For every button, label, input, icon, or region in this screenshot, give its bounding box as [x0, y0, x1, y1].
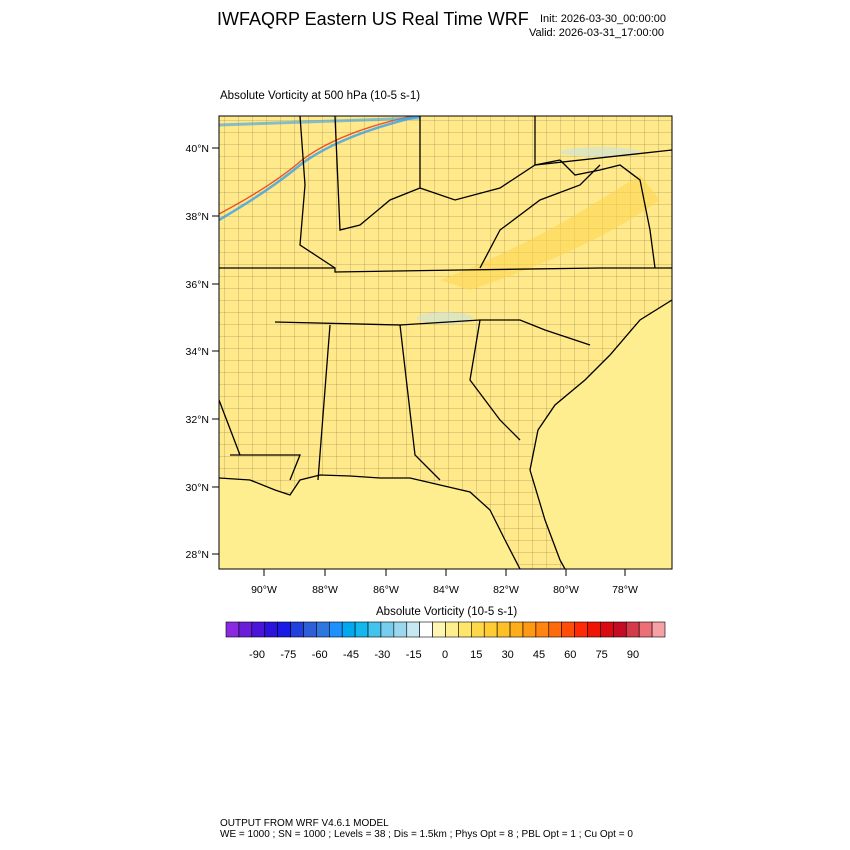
lon-tick-label: 90°W: [251, 584, 277, 596]
colorbar-swatch: [380, 621, 395, 638]
colorbar-swatch: [225, 621, 240, 638]
colorbar-swatch: [535, 621, 550, 638]
colorbar-label: -45: [343, 649, 359, 661]
valid-time: Valid: 2026-03-31_17:00:00: [529, 27, 664, 39]
lon-tick-label: 86°W: [373, 584, 399, 596]
colorbar-swatch: [432, 621, 446, 638]
colorbar-swatch: [509, 621, 524, 638]
colorbar-swatch: [354, 621, 369, 638]
lon-tick-label: 88°W: [312, 584, 338, 596]
positive-streak: [219, 116, 416, 215]
longitude-axis: 90°W 88°W 86°W 84°W 82°W 80°W 78°W: [251, 569, 638, 596]
lon-tick-label: 78°W: [612, 584, 638, 596]
colorbar-swatch: [290, 621, 304, 638]
lon-tick-label: 84°W: [433, 584, 459, 596]
vorticity-field: [219, 116, 672, 569]
colorbar-swatch: [548, 621, 562, 638]
lon-tick-label: 82°W: [493, 584, 519, 596]
colorbar-label: 60: [564, 649, 576, 661]
colorbar-swatch: [638, 621, 653, 638]
colorbar-swatch: [625, 621, 640, 638]
colorbar-swatch: [328, 621, 343, 638]
colorbar-title: Absolute Vorticity (10-5 s-1): [376, 606, 518, 618]
colorbar-swatch: [303, 621, 317, 638]
colorbar-swatch: [393, 621, 408, 638]
colorbar-swatch: [445, 621, 459, 638]
colorbar-swatch: [458, 621, 472, 638]
init-time: Init: 2026-03-30_00:00:00: [540, 13, 666, 25]
footer-model-line: OUTPUT FROM WRF V4.6.1 MODEL: [220, 818, 389, 829]
colorbar-label: 0: [442, 649, 448, 661]
lat-tick-label: 32°N: [186, 414, 209, 426]
latitude-axis: 40°N 38°N 36°N 34°N 32°N 30°N 28°N: [186, 143, 219, 561]
colorbar-swatch: [251, 621, 266, 638]
colorbar-swatch: [600, 621, 614, 638]
lat-tick-label: 38°N: [186, 211, 209, 223]
colorbar-swatch: [574, 621, 588, 638]
colorbar-label: -75: [280, 649, 296, 661]
colorbar-label: 75: [596, 649, 608, 661]
colorbar-swatch: [367, 621, 382, 638]
coastline: [219, 299, 672, 569]
colorbar-label: 30: [502, 649, 514, 661]
colorbar-swatch: [264, 621, 278, 638]
lat-tick-label: 40°N: [186, 143, 209, 155]
colorbar-swatch: [522, 621, 537, 638]
lat-tick-label: 36°N: [186, 279, 209, 291]
state-borders: [219, 116, 672, 481]
colorbar-swatch: [471, 621, 485, 638]
footer-settings-line: WE = 1000 ; SN = 1000 ; Levels = 38 ; Di…: [220, 829, 633, 840]
colorbar-label: -60: [312, 649, 328, 661]
colorbar-label: 15: [470, 649, 482, 661]
main-title: IWFAQRP Eastern US Real Time WRF: [217, 9, 529, 29]
colorbar-swatch: [483, 621, 498, 638]
colorbar-swatch: [587, 621, 601, 638]
colorbar-swatch: [496, 621, 511, 638]
lat-tick-label: 30°N: [186, 482, 209, 494]
colorbar-label: -90: [249, 649, 265, 661]
colorbar-swatch: [277, 621, 291, 638]
colorbar-label: -30: [374, 649, 390, 661]
colorbar-label: 90: [627, 649, 639, 661]
colorbar-swatch: [341, 621, 356, 638]
colorbar-swatch: [419, 621, 433, 638]
negative-streak: [219, 116, 421, 222]
colorbar-label: -15: [406, 649, 422, 661]
colorbar-swatch: [238, 621, 253, 638]
colorbar-swatch: [613, 621, 627, 638]
colorbar-swatch: [316, 621, 330, 638]
lat-tick-label: 34°N: [186, 346, 209, 358]
lon-tick-label: 80°W: [553, 584, 579, 596]
lat-tick-label: 28°N: [186, 549, 209, 561]
colorbar-swatch: [651, 621, 666, 638]
colorbar-swatch: [561, 621, 575, 638]
colorbar-label: 45: [533, 649, 545, 661]
colorbar: -90 -75 -60 -45 -30 -15 0 15 30 45 60 75 90: [225, 621, 666, 661]
plot-title: Absolute Vorticity at 500 hPa (10-5 s-1): [220, 90, 421, 102]
colorbar-swatch: [406, 621, 420, 638]
warm-band: [440, 175, 660, 290]
